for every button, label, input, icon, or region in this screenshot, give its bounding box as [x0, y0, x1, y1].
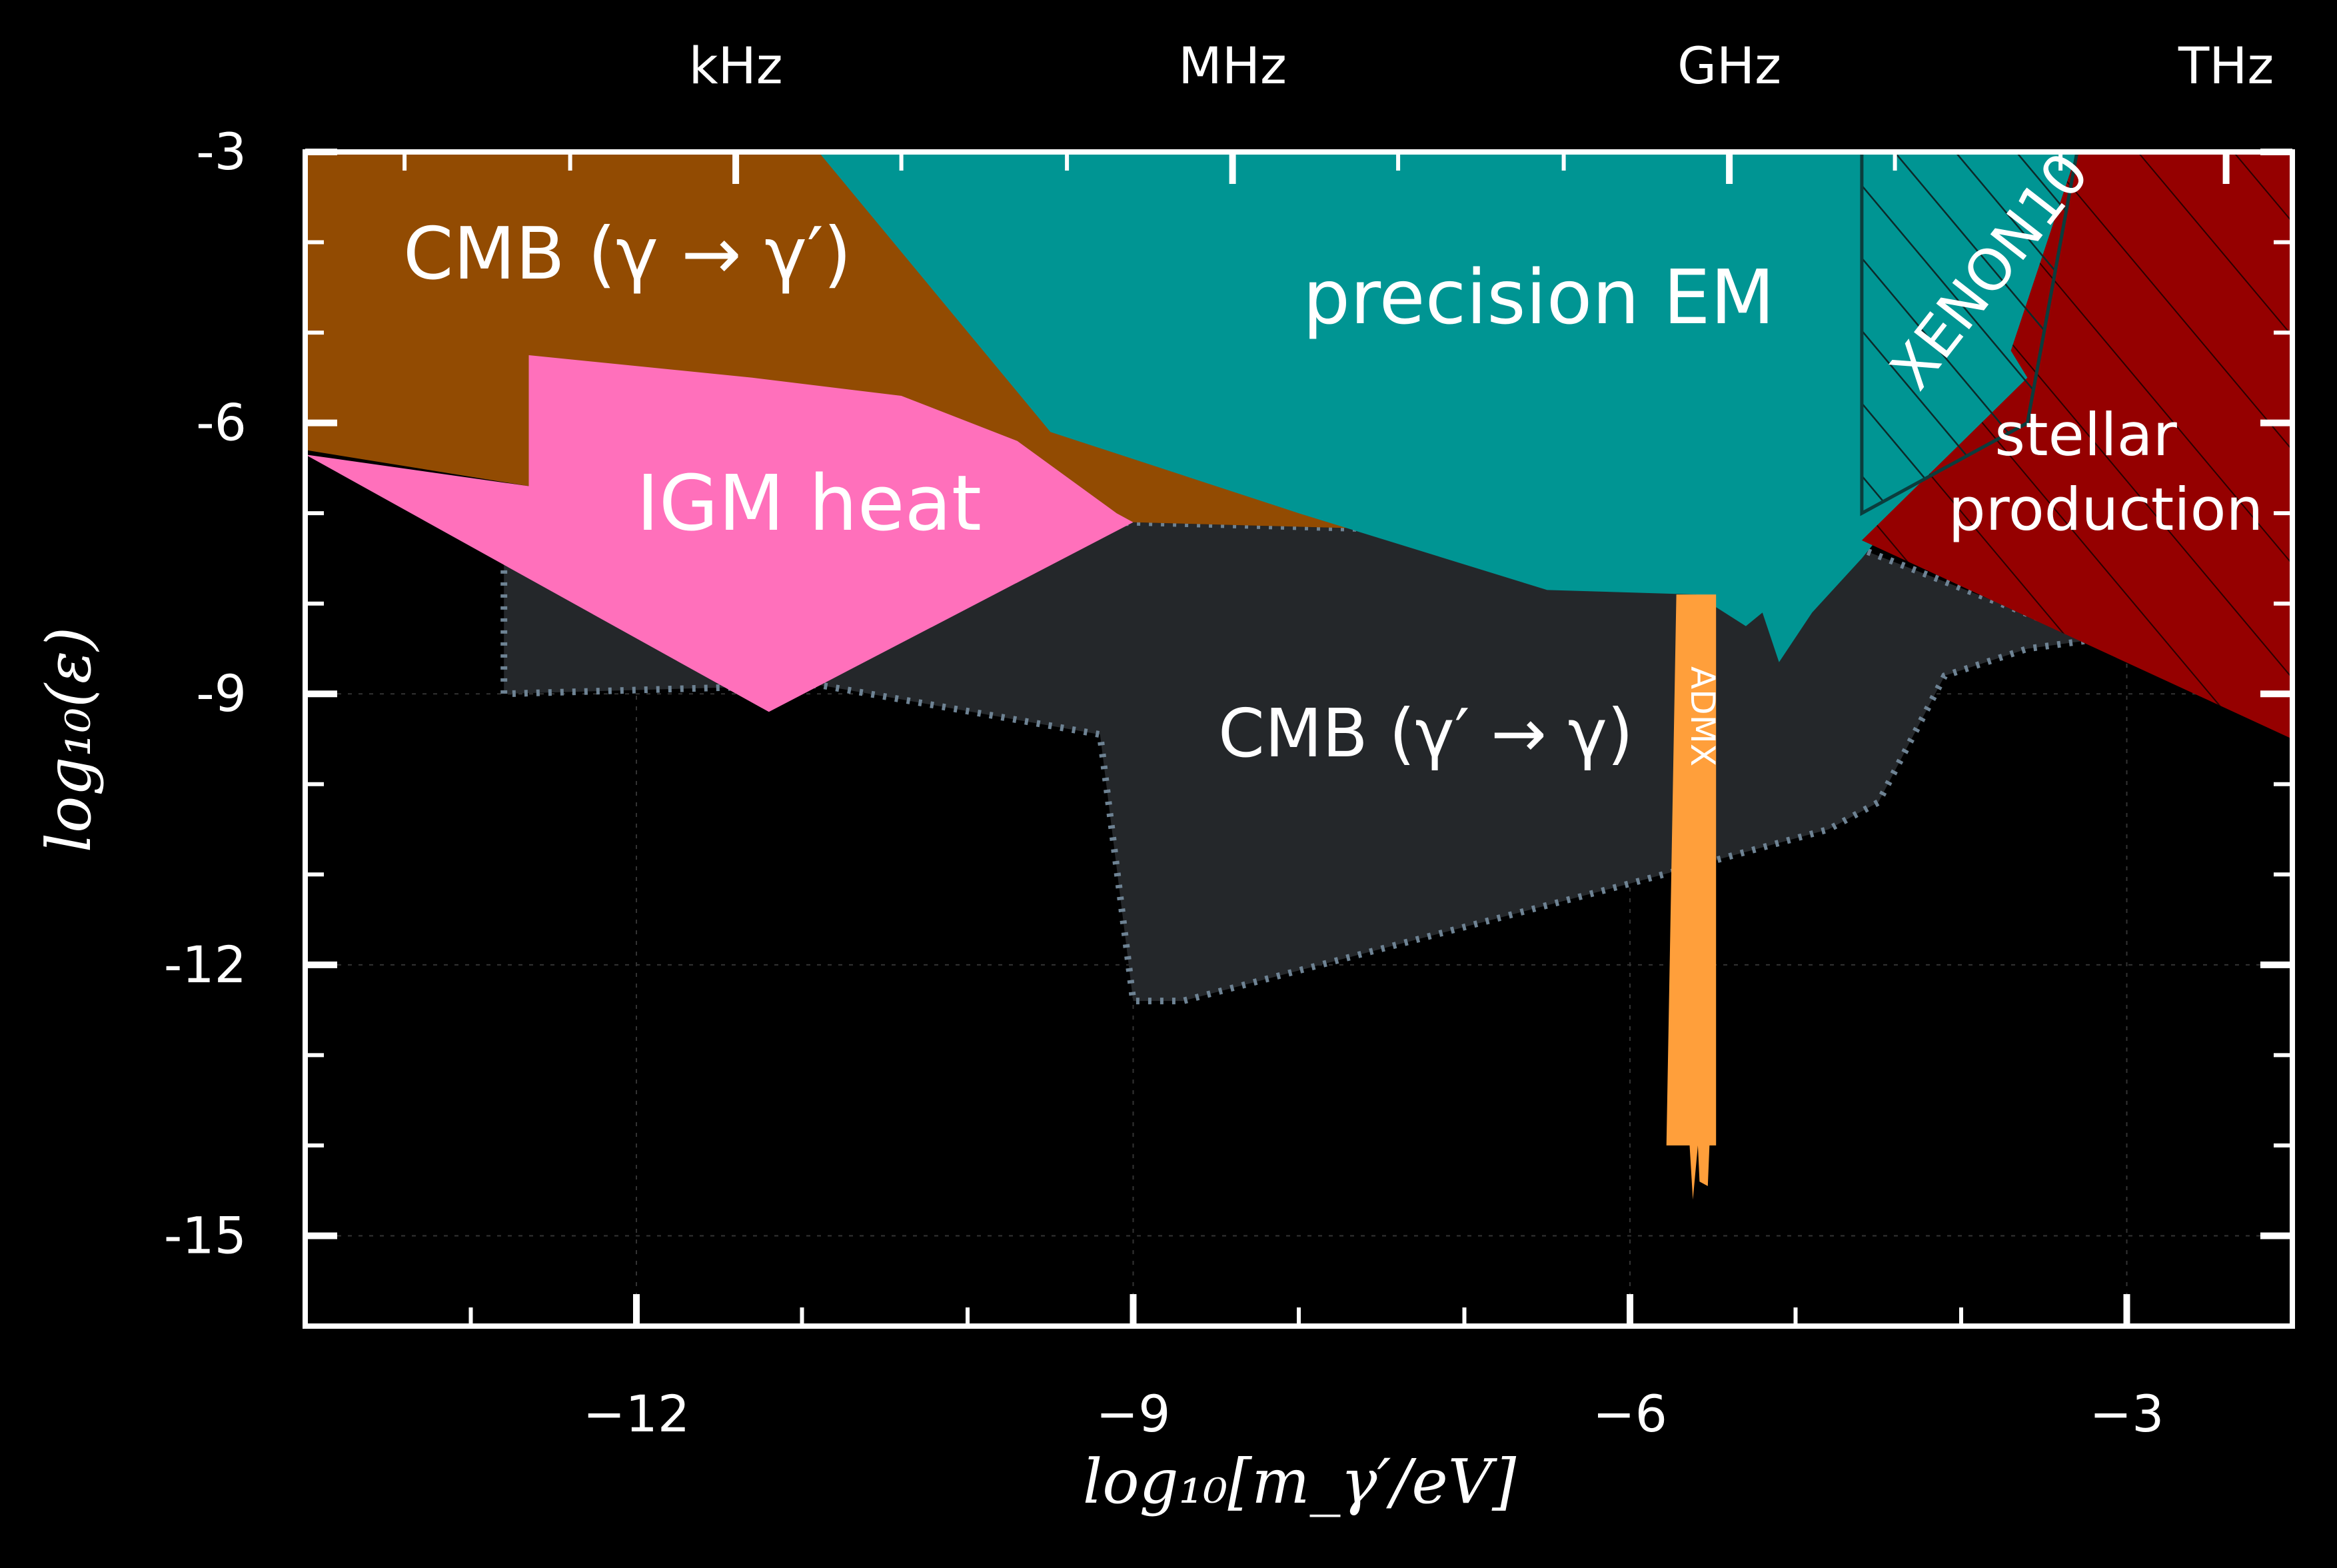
region-xenon10	[1860, 152, 2079, 516]
label-igm-heat: IGM heat	[636, 459, 982, 548]
y-tick-label-2: -9	[196, 664, 247, 723]
y-axis-title: log₁₀(ε)	[33, 627, 105, 853]
top-tick-label-thz: THz	[2178, 36, 2274, 95]
x-axis-title: log₁₀[m_γ′/eV]	[1083, 1446, 1516, 1517]
region-admx	[1666, 594, 1717, 1200]
region-igm-heat	[305, 355, 1134, 712]
x-tick-label-1: −9	[1096, 1384, 1170, 1443]
exclusion-regions	[305, 152, 2292, 1200]
y-tick-label-3: -12	[164, 935, 247, 994]
label-precision-em: precision EM	[1303, 255, 1775, 341]
x-tick-label-3: −3	[2089, 1384, 2164, 1443]
label-cmb-photon-to-dark-text: CMB (γ → γ′)	[403, 213, 852, 296]
label-admx: ADMX	[1683, 666, 1722, 766]
label-stellar-production-line1: stellar	[1994, 400, 2177, 469]
axes: kHz MHz GHz THz −12 −9 −6 −3 -3 -6 -9 -12 -15	[164, 36, 2295, 1443]
x-tick-label-0: −12	[583, 1384, 690, 1443]
label-cmb-photon-to-dark: CMB (γ → γ′)	[403, 213, 852, 296]
y-tick-label-0: -3	[196, 122, 247, 181]
y-tick-label-1: -6	[196, 393, 247, 452]
label-cmb-dark-to-photon: CMB (γ′ → γ)	[1218, 694, 1633, 772]
y-tick-label-4: -15	[164, 1205, 247, 1265]
top-tick-label-khz: kHz	[689, 36, 783, 95]
top-tick-label-ghz: GHz	[1677, 36, 1781, 95]
label-stellar-production-line2: production	[1948, 475, 2264, 544]
top-tick-label-mhz: MHz	[1178, 36, 1287, 95]
region-stellar-production-hatch	[1861, 152, 2292, 739]
x-tick-label-2: −6	[1593, 1384, 1667, 1443]
